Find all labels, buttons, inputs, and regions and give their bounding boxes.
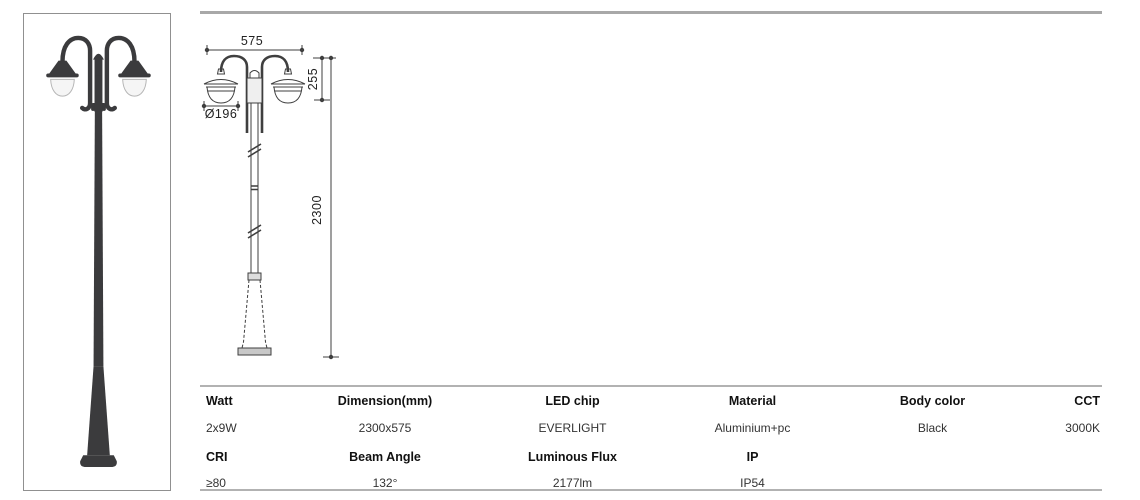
- spec-header-ip: IP: [746, 449, 759, 464]
- drawing-right-arm: [260, 54, 290, 133]
- dimension-pole-height-label: 2300: [309, 195, 324, 225]
- drawing-collar: [246, 77, 263, 104]
- spec-empty-cell: [1025, 441, 1102, 472]
- dimension-line-196: [201, 101, 241, 111]
- dimension-line-2300: [323, 55, 339, 360]
- photo-foot: [80, 455, 117, 468]
- spec-value-body-color: Black: [917, 421, 948, 435]
- dimension-line-255: [313, 55, 336, 103]
- spec-header-body-color: Body color: [899, 394, 966, 408]
- spec-value-cct: 3000K: [1065, 421, 1100, 435]
- spec-value-cri: ≥80: [206, 475, 226, 490]
- photo-right-brim: [118, 73, 151, 78]
- spec-value-material: Aluminium+pc: [714, 421, 791, 435]
- spec-header-led-chip: LED chip: [545, 394, 600, 408]
- photo-left-arm: [60, 35, 93, 112]
- drawing-left-lamp: [203, 68, 239, 104]
- spec-value-ip: IP54: [740, 475, 765, 490]
- spec-value-luminous-flux: 2177lm: [552, 475, 593, 490]
- photo-left-brim: [46, 73, 79, 78]
- spec-header-cct: CCT: [1074, 394, 1100, 408]
- spec-empty-cell: [840, 441, 1025, 472]
- spec-header-cri: CRI: [206, 449, 228, 464]
- dimension-diameter-label: Ø196: [204, 107, 238, 121]
- spec-header-dimension: Dimension(mm): [337, 394, 433, 408]
- spec-header-luminous-flux: Luminous Flux: [528, 449, 617, 464]
- spec-header-beam-angle: Beam Angle: [349, 449, 421, 464]
- photo-left-shade: [48, 60, 77, 75]
- lamp-post-photo: [46, 35, 151, 468]
- spec-header-material: Material: [728, 394, 777, 408]
- spec-empty-cell: [1025, 472, 1102, 493]
- drawing-pole: [247, 103, 262, 273]
- photo-left-globe: [50, 78, 75, 97]
- top-divider: [200, 11, 1102, 14]
- photo-right-arm: [104, 35, 137, 112]
- spec-header-watt: Watt: [206, 394, 233, 408]
- spec-value-beam-angle: 132°: [372, 475, 398, 490]
- technical-drawing: [201, 45, 339, 360]
- photo-right-shade: [120, 60, 149, 75]
- photo-pole: [93, 75, 104, 367]
- photo-base: [87, 366, 110, 456]
- dimension-width-label: 575: [240, 34, 264, 48]
- photo-right-globe: [122, 78, 147, 97]
- dimension-line-575: [204, 45, 305, 55]
- drawing-pole-cap: [249, 70, 260, 79]
- drawing-right-lamp: [270, 68, 306, 104]
- spec-value-watt: 2x9W: [206, 421, 237, 435]
- drawing-left-arm: [219, 54, 249, 133]
- product-photo-frame: [23, 13, 171, 491]
- spec-table: Watt Dimension(mm) LED chip Material Bod…: [200, 385, 1102, 491]
- dimension-head-height-label: 255: [305, 67, 320, 91]
- drawing-base: [237, 272, 272, 356]
- spec-empty-cell: [840, 472, 1025, 493]
- spec-value-led-chip: EVERLIGHT: [538, 421, 607, 435]
- spec-value-dimension: 2300x575: [358, 421, 412, 435]
